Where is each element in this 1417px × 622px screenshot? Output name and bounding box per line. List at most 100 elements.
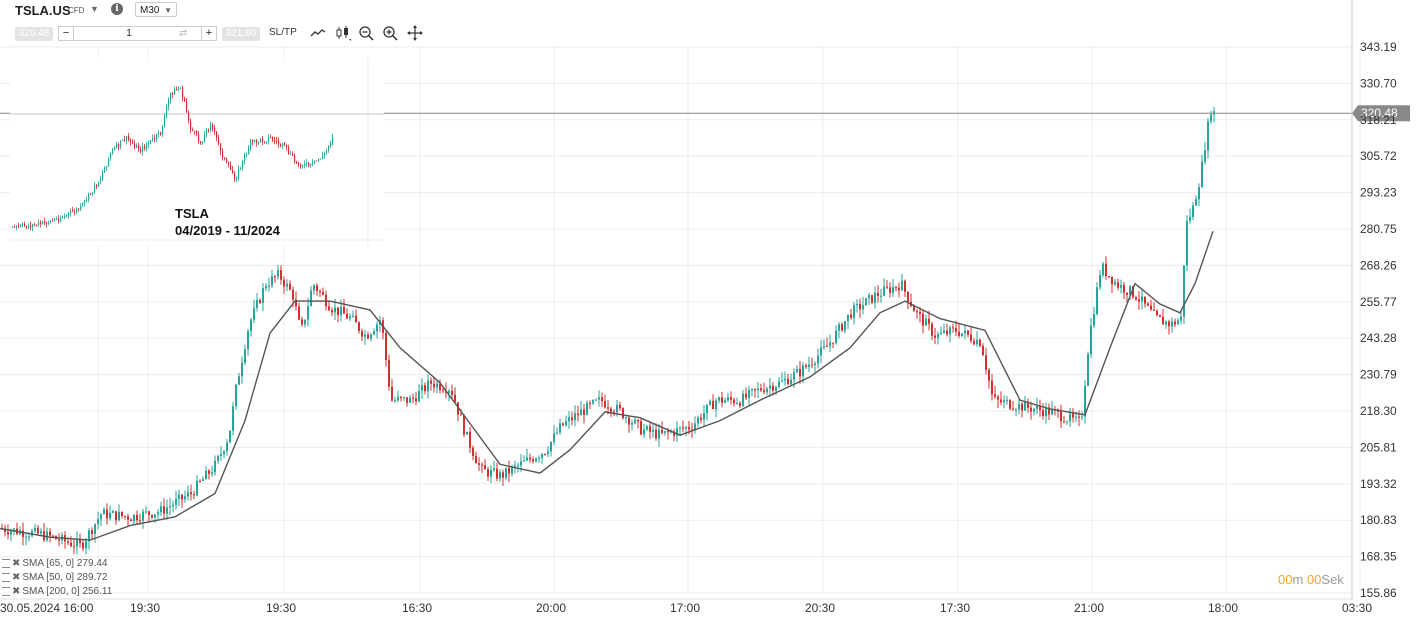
inset-candle [264, 141, 266, 144]
candle [1033, 407, 1035, 416]
legend-label: SMA [65, 0] [22, 558, 75, 569]
candle [1096, 282, 1098, 316]
candle [43, 523, 45, 543]
candle [400, 396, 402, 402]
inset-long-term-chart [10, 58, 384, 246]
legend-sma-65[interactable]: ✖ SMA [65, 0] 279.44 [2, 558, 107, 569]
candle [655, 423, 657, 441]
line-chart-icon[interactable] [309, 24, 327, 42]
candle [463, 413, 465, 438]
candle [208, 469, 210, 480]
candle [244, 344, 246, 366]
candle [778, 376, 780, 389]
inset-candle [250, 138, 252, 152]
inset-candle [28, 223, 30, 230]
current-price-label: 320.48 [1361, 106, 1398, 120]
inset-candle [72, 206, 74, 213]
candle [1168, 319, 1170, 335]
candlestick-icon[interactable] [334, 24, 352, 42]
candle [100, 513, 102, 527]
remove-indicator-icon[interactable]: ✖ [12, 558, 21, 569]
inset-candle [148, 140, 150, 149]
candle [493, 460, 495, 473]
symbol-label[interactable]: TSLA.US [15, 3, 71, 18]
inset-candle [98, 181, 100, 188]
candle [850, 308, 852, 320]
candle [970, 327, 972, 344]
candle [97, 511, 99, 530]
candle [190, 484, 192, 501]
info-icon[interactable]: i [111, 3, 123, 15]
inset-candle [134, 139, 136, 150]
inset-candle [190, 118, 192, 134]
inset-candle [254, 139, 256, 143]
candle [595, 398, 597, 402]
candle [712, 394, 714, 410]
timeframe-select[interactable]: M30 ▼ [135, 2, 177, 17]
indicator-settings-icon[interactable] [2, 558, 10, 568]
zoom-in-icon[interactable] [381, 24, 399, 42]
inset-candle [168, 97, 170, 111]
inset-candle [126, 135, 128, 145]
candle [544, 453, 546, 456]
sell-price-button[interactable]: 320.48 [15, 27, 53, 41]
candle [94, 523, 96, 543]
candle [1147, 301, 1149, 307]
candle-countdown: 00m 00Sek [1278, 572, 1344, 587]
candle [586, 400, 588, 416]
candle [997, 394, 999, 409]
increase-volume-button[interactable]: + [201, 27, 216, 40]
inset-candle [58, 214, 60, 224]
move-icon[interactable] [406, 24, 424, 42]
inset-candle [316, 160, 318, 162]
inset-candle [266, 141, 268, 145]
candle [721, 391, 723, 408]
indicator-settings-icon[interactable] [2, 586, 10, 596]
decrease-volume-button[interactable]: − [59, 27, 74, 40]
candle [214, 455, 216, 476]
sltp-button[interactable]: SL/TP [269, 27, 297, 38]
inset-candle [46, 221, 48, 228]
candle [217, 454, 219, 464]
candle [577, 405, 579, 422]
x-axis: 30.05.2024 16:00 19:30 19:30 16:30 20:00 17:0… [0, 598, 1372, 615]
legend-value: 279.44 [76, 558, 108, 569]
remove-indicator-icon[interactable]: ✖ [12, 572, 21, 583]
volume-stepper[interactable]: − 1 ⇄ + [58, 26, 217, 41]
candle [196, 475, 198, 497]
inset-candle [114, 145, 116, 151]
candle [364, 329, 366, 345]
candle [1087, 351, 1089, 387]
candle [4, 524, 6, 537]
zoom-out-icon[interactable] [357, 24, 375, 42]
volume-input[interactable]: 1 [126, 28, 132, 39]
inset-candle [154, 134, 156, 143]
buy-price-button[interactable]: 321.60 [222, 27, 260, 41]
candle [988, 368, 990, 389]
inset-candle [328, 145, 330, 153]
indicator-settings-icon[interactable] [2, 572, 10, 582]
candle [103, 507, 105, 515]
symbol-dropdown-icon[interactable]: ▼ [90, 4, 99, 14]
candle [634, 417, 636, 425]
candle [433, 376, 435, 393]
candle [925, 314, 927, 326]
candle [436, 380, 438, 393]
candle [373, 328, 375, 336]
inset-candle [44, 217, 46, 226]
inset-candle [204, 131, 206, 143]
inset-candle [302, 164, 304, 169]
candle [1018, 399, 1020, 415]
legend-sma-50[interactable]: ✖ SMA [50, 0] 289.72 [2, 572, 107, 583]
inset-candle [40, 219, 42, 228]
inset-candle [94, 182, 96, 195]
x-tick-label: 30.05.2024 16:00 [0, 601, 94, 615]
remove-indicator-icon[interactable]: ✖ [12, 586, 21, 597]
inset-candle [262, 136, 264, 146]
candle [838, 322, 840, 339]
y-axis: 343.19 330.70 318.21 305.72 293.23 280.75 268.… [1351, 0, 1397, 600]
legend-sma-200[interactable]: ✖ SMA [200, 0] 256.11 [2, 586, 112, 597]
switch-icon[interactable]: ⇄ [179, 28, 188, 39]
inset-candle [34, 222, 36, 227]
candle [1117, 278, 1119, 291]
